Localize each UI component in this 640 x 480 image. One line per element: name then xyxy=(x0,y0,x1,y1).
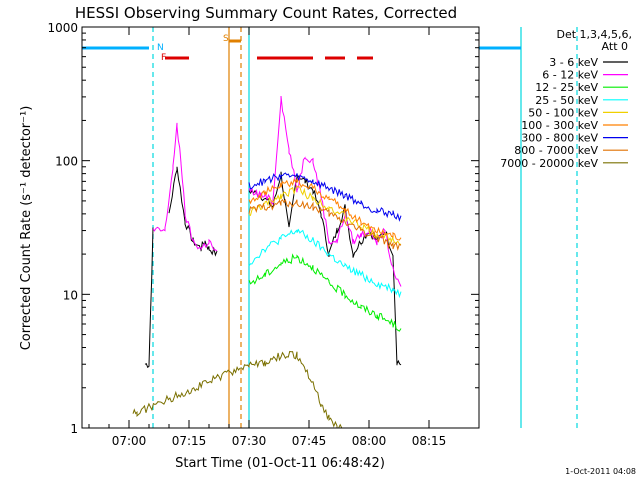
y-tick-label: 1000 xyxy=(47,21,78,35)
legend-label: 6 - 12 keV xyxy=(542,69,598,82)
y-tick-label: 10 xyxy=(63,288,78,302)
x-tick-label: 07:00 xyxy=(112,434,147,448)
y-axis-label: Corrected Count Rate (s⁻¹ detector⁻¹) xyxy=(19,106,34,351)
legend-label: 800 - 7000 keV xyxy=(514,144,598,157)
legend-label: 50 - 100 keV xyxy=(528,106,598,119)
x-tick-label: 08:00 xyxy=(352,434,387,448)
legend-label: 12 - 25 keV xyxy=(535,81,598,94)
y-axis-ticks: 1 10 100 1000 xyxy=(47,21,479,436)
series-line-0-1 xyxy=(168,166,218,257)
series-line-5-0 xyxy=(248,176,402,241)
x-axis-ticks: 07:00 07:15 07:30 07:45 08:00 08:15 xyxy=(88,27,447,448)
legend-label: 300 - 800 keV xyxy=(521,132,598,145)
flag-label-s: S xyxy=(223,34,229,44)
x-tick-label: 07:15 xyxy=(172,434,207,448)
series-line-6-0 xyxy=(248,172,402,222)
series-line-1-0 xyxy=(152,122,218,252)
x-tick-label: 08:15 xyxy=(412,434,447,448)
plot-frame xyxy=(81,26,480,429)
series-line-1-1 xyxy=(248,95,402,287)
series-line-7-0 xyxy=(248,198,402,252)
footer-timestamp: 1-Oct-2011 04:08 xyxy=(565,467,636,476)
legend-label: 100 - 300 keV xyxy=(521,119,598,132)
flag-label-f: F xyxy=(161,53,166,63)
series-line-3-0 xyxy=(248,228,402,299)
y-tick-label: 100 xyxy=(55,155,78,169)
legend-label: 25 - 50 keV xyxy=(535,94,598,107)
legend-header-line-1: Det 1,3,4,5,6, xyxy=(556,28,632,41)
legend-header-line-2: Att 0 xyxy=(602,40,628,53)
series-line-4-0 xyxy=(248,185,402,245)
x-axis-label: Start Time (01-Oct-11 06:48:42) xyxy=(175,456,385,471)
series-line-2-0 xyxy=(248,253,402,332)
series-line-8-0 xyxy=(132,350,345,429)
flag-label-n: N xyxy=(157,43,164,53)
chart-title: HESSI Observing Summary Count Rates, Cor… xyxy=(75,4,457,22)
plot-area: FN S xyxy=(82,27,578,429)
y-tick-label: 1 xyxy=(70,422,78,436)
x-tick-label: 07:30 xyxy=(232,434,267,448)
legend-label: 3 - 6 keV xyxy=(549,56,598,69)
legend-label: 7000 - 20000 keV xyxy=(500,157,598,170)
series-line-0-0 xyxy=(144,227,154,369)
x-tick-label: 07:45 xyxy=(292,434,327,448)
